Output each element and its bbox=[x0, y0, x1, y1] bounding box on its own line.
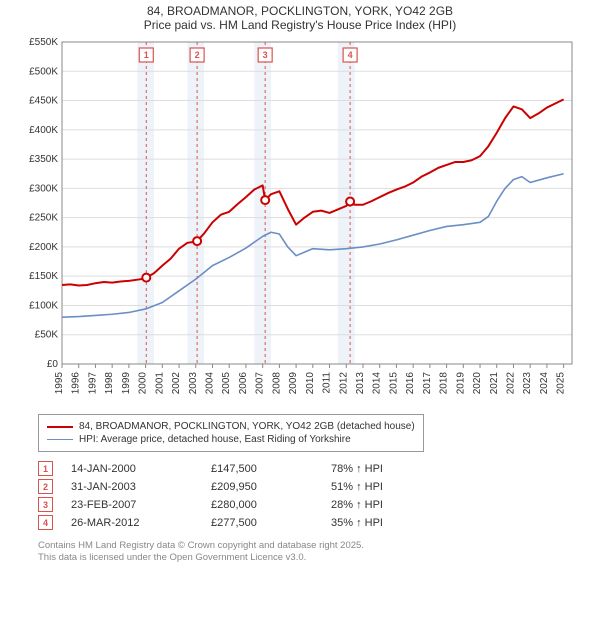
svg-text:£200K: £200K bbox=[29, 242, 58, 253]
transaction-date: 26-MAR-2012 bbox=[71, 517, 211, 529]
transaction-price: £209,950 bbox=[211, 481, 331, 493]
transaction-row: 4 26-MAR-2012£277,50035% ↑ HPI bbox=[38, 515, 600, 530]
svg-text:£100K: £100K bbox=[29, 300, 58, 311]
svg-text:2002: 2002 bbox=[171, 372, 182, 395]
transaction-date: 23-FEB-2007 bbox=[71, 499, 211, 511]
transaction-delta: 51% ↑ HPI bbox=[331, 481, 441, 493]
svg-text:2011: 2011 bbox=[322, 372, 333, 394]
svg-text:£450K: £450K bbox=[29, 96, 58, 107]
svg-text:2019: 2019 bbox=[455, 372, 466, 395]
footer: Contains HM Land Registry data © Crown c… bbox=[38, 540, 578, 564]
transaction-marker: 4 bbox=[38, 515, 53, 530]
transaction-row: 1 14-JAN-2000£147,50078% ↑ HPI bbox=[38, 461, 600, 476]
legend-item: HPI: Average price, detached house, East… bbox=[47, 434, 415, 445]
footer-line: This data is licensed under the Open Gov… bbox=[38, 552, 578, 564]
chart: £0 £50K £100K £150K £200K £250K £300K £350K £400… bbox=[20, 36, 580, 406]
transaction-price: £147,500 bbox=[211, 463, 331, 475]
transaction-marker: 2 bbox=[38, 479, 53, 494]
svg-text:2017: 2017 bbox=[422, 372, 433, 395]
transaction-row: 3 23-FEB-2007£280,00028% ↑ HPI bbox=[38, 497, 600, 512]
svg-text:2004: 2004 bbox=[204, 372, 215, 395]
svg-text:£350K: £350K bbox=[29, 154, 58, 165]
svg-text:2003: 2003 bbox=[188, 372, 199, 395]
transaction-price: £277,500 bbox=[211, 517, 331, 529]
svg-text:2020: 2020 bbox=[472, 372, 483, 395]
transaction-delta: 78% ↑ HPI bbox=[331, 463, 441, 475]
footer-line: Contains HM Land Registry data © Crown c… bbox=[38, 540, 578, 552]
svg-text:2006: 2006 bbox=[238, 372, 249, 395]
svg-text:2013: 2013 bbox=[355, 372, 366, 395]
legend-label: 84, BROADMANOR, POCKLINGTON, YORK, YO42 … bbox=[79, 421, 415, 432]
transaction-price: £280,000 bbox=[211, 499, 331, 511]
svg-text:1997: 1997 bbox=[87, 372, 98, 395]
svg-text:2001: 2001 bbox=[154, 372, 165, 395]
svg-text:1998: 1998 bbox=[104, 372, 115, 395]
svg-text:2025: 2025 bbox=[556, 372, 567, 395]
transaction-marker: 1 bbox=[38, 461, 53, 476]
transaction-delta: 28% ↑ HPI bbox=[331, 499, 441, 511]
svg-text:3: 3 bbox=[263, 50, 268, 60]
svg-text:£550K: £550K bbox=[29, 37, 58, 48]
svg-text:£500K: £500K bbox=[29, 66, 58, 77]
svg-text:£150K: £150K bbox=[29, 271, 58, 282]
svg-text:2008: 2008 bbox=[271, 372, 282, 395]
page-subtitle: Price paid vs. HM Land Registry's House … bbox=[0, 18, 600, 32]
svg-text:1996: 1996 bbox=[71, 372, 82, 395]
svg-text:£300K: £300K bbox=[29, 183, 58, 194]
svg-text:£250K: £250K bbox=[29, 213, 58, 224]
svg-text:£0: £0 bbox=[47, 359, 59, 370]
svg-text:2: 2 bbox=[195, 50, 200, 60]
svg-text:1: 1 bbox=[144, 50, 149, 60]
svg-text:4: 4 bbox=[348, 50, 353, 60]
transaction-delta: 35% ↑ HPI bbox=[331, 517, 441, 529]
svg-text:2000: 2000 bbox=[138, 372, 149, 395]
svg-text:2010: 2010 bbox=[305, 372, 316, 395]
transaction-row: 2 31-JAN-2003£209,95051% ↑ HPI bbox=[38, 479, 600, 494]
svg-text:1999: 1999 bbox=[121, 372, 132, 395]
svg-text:2007: 2007 bbox=[255, 372, 266, 395]
legend-swatch bbox=[47, 426, 73, 428]
legend-item: 84, BROADMANOR, POCKLINGTON, YORK, YO42 … bbox=[47, 421, 415, 432]
svg-text:2016: 2016 bbox=[405, 372, 416, 395]
page-title: 84, BROADMANOR, POCKLINGTON, YORK, YO42 … bbox=[0, 4, 600, 18]
transaction-marker: 3 bbox=[38, 497, 53, 512]
svg-text:2012: 2012 bbox=[338, 372, 349, 395]
transaction-date: 14-JAN-2000 bbox=[71, 463, 211, 475]
legend: 84, BROADMANOR, POCKLINGTON, YORK, YO42 … bbox=[38, 414, 424, 452]
legend-swatch bbox=[47, 439, 73, 440]
svg-text:2021: 2021 bbox=[489, 372, 500, 395]
svg-text:2009: 2009 bbox=[288, 372, 299, 395]
page: 84, BROADMANOR, POCKLINGTON, YORK, YO42 … bbox=[0, 4, 600, 564]
svg-text:2015: 2015 bbox=[388, 372, 399, 395]
legend-label: HPI: Average price, detached house, East… bbox=[79, 434, 351, 445]
svg-text:2014: 2014 bbox=[372, 372, 383, 395]
svg-text:£400K: £400K bbox=[29, 125, 58, 136]
svg-text:2023: 2023 bbox=[522, 372, 533, 395]
svg-text:2024: 2024 bbox=[539, 372, 550, 395]
svg-text:£50K: £50K bbox=[35, 330, 59, 341]
transaction-date: 31-JAN-2003 bbox=[71, 481, 211, 493]
svg-text:2018: 2018 bbox=[439, 372, 450, 395]
svg-text:2022: 2022 bbox=[505, 372, 516, 395]
transactions-table: 1 14-JAN-2000£147,50078% ↑ HPI 2 31-JAN-200… bbox=[38, 461, 600, 530]
svg-text:2005: 2005 bbox=[221, 372, 232, 395]
svg-text:1995: 1995 bbox=[54, 372, 65, 395]
